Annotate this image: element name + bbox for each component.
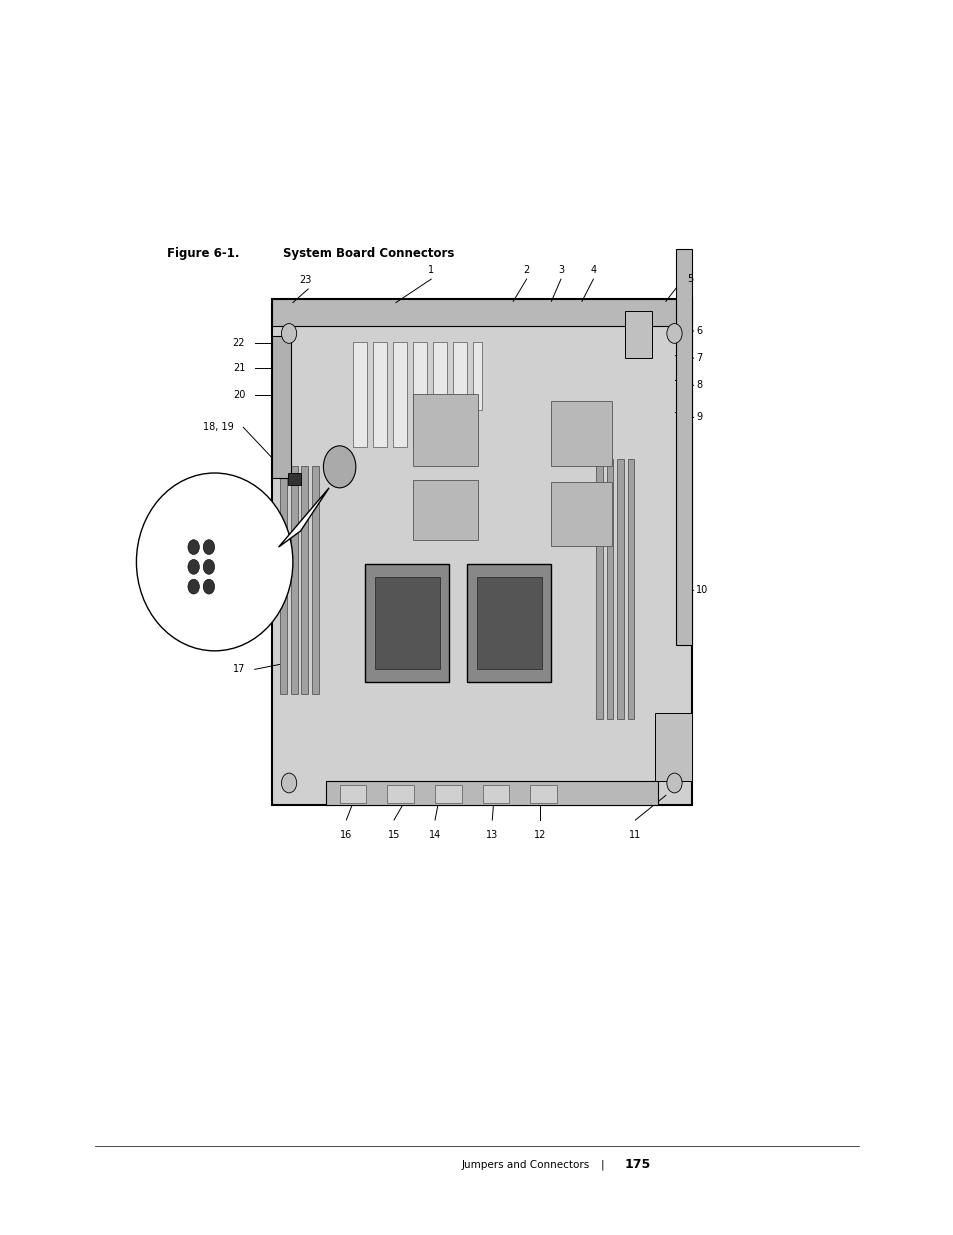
FancyBboxPatch shape — [624, 311, 651, 358]
FancyBboxPatch shape — [301, 466, 308, 694]
Text: Figure 6-1.: Figure 6-1. — [167, 247, 239, 259]
Text: Jumpers and Connectors: Jumpers and Connectors — [461, 1160, 589, 1170]
FancyBboxPatch shape — [365, 564, 449, 682]
Text: 13: 13 — [486, 830, 497, 840]
Circle shape — [281, 773, 296, 793]
Text: 5: 5 — [686, 274, 693, 284]
Circle shape — [188, 540, 199, 555]
Polygon shape — [278, 488, 329, 547]
Text: 9: 9 — [696, 412, 701, 422]
Text: 20: 20 — [233, 390, 245, 400]
FancyBboxPatch shape — [627, 459, 634, 719]
Circle shape — [203, 579, 214, 594]
FancyBboxPatch shape — [473, 342, 481, 410]
Circle shape — [188, 559, 199, 574]
FancyBboxPatch shape — [353, 342, 367, 447]
FancyBboxPatch shape — [413, 394, 477, 466]
FancyBboxPatch shape — [288, 473, 301, 485]
Text: 11: 11 — [629, 830, 640, 840]
FancyBboxPatch shape — [551, 482, 611, 546]
Text: 23: 23 — [299, 275, 311, 285]
FancyBboxPatch shape — [413, 480, 477, 540]
FancyBboxPatch shape — [467, 564, 551, 682]
FancyBboxPatch shape — [291, 466, 297, 694]
Text: 1   2: 1 2 — [201, 611, 222, 616]
Text: 14: 14 — [429, 830, 440, 840]
FancyBboxPatch shape — [617, 459, 623, 719]
Text: 16: 16 — [340, 830, 352, 840]
FancyBboxPatch shape — [375, 577, 439, 669]
FancyBboxPatch shape — [676, 249, 691, 645]
Circle shape — [281, 324, 296, 343]
Text: 17: 17 — [233, 664, 245, 674]
Text: 8: 8 — [696, 380, 701, 390]
FancyBboxPatch shape — [530, 785, 557, 803]
Text: System Board Connectors: System Board Connectors — [283, 247, 455, 259]
Text: |: | — [600, 1160, 604, 1170]
FancyBboxPatch shape — [551, 401, 611, 466]
FancyBboxPatch shape — [393, 342, 407, 447]
FancyBboxPatch shape — [272, 299, 691, 326]
FancyBboxPatch shape — [326, 781, 658, 805]
FancyBboxPatch shape — [280, 466, 287, 694]
FancyBboxPatch shape — [339, 785, 366, 803]
FancyBboxPatch shape — [435, 785, 461, 803]
Text: 175: 175 — [624, 1158, 651, 1171]
Text: 6: 6 — [696, 326, 701, 336]
FancyBboxPatch shape — [312, 466, 318, 694]
FancyBboxPatch shape — [596, 459, 602, 719]
Circle shape — [188, 579, 199, 594]
Text: 18, 19: 18, 19 — [203, 422, 233, 432]
Text: 4: 4 — [590, 266, 596, 275]
Text: 12: 12 — [534, 830, 545, 840]
Text: NVRAM_CLR: NVRAM_CLR — [219, 524, 257, 531]
Text: 10: 10 — [696, 585, 708, 595]
FancyBboxPatch shape — [413, 342, 427, 447]
Text: 7: 7 — [696, 353, 702, 363]
FancyBboxPatch shape — [387, 785, 414, 803]
Circle shape — [666, 324, 681, 343]
Ellipse shape — [136, 473, 293, 651]
Circle shape — [203, 540, 214, 555]
Text: 3: 3 — [558, 266, 563, 275]
Text: 21: 21 — [233, 363, 245, 373]
FancyBboxPatch shape — [655, 713, 691, 781]
FancyBboxPatch shape — [272, 299, 691, 805]
Text: 22: 22 — [233, 338, 245, 348]
FancyBboxPatch shape — [373, 342, 387, 447]
FancyBboxPatch shape — [476, 577, 541, 669]
Text: PWRD_EN: PWRD_EN — [166, 550, 172, 579]
Circle shape — [323, 446, 355, 488]
Text: 1: 1 — [428, 266, 434, 275]
Circle shape — [203, 559, 214, 574]
FancyBboxPatch shape — [272, 336, 291, 478]
FancyBboxPatch shape — [606, 459, 613, 719]
Text: 15: 15 — [388, 830, 399, 840]
FancyBboxPatch shape — [433, 342, 447, 447]
Text: 2: 2 — [523, 266, 529, 275]
FancyBboxPatch shape — [453, 342, 467, 447]
FancyBboxPatch shape — [482, 785, 509, 803]
Circle shape — [666, 773, 681, 793]
